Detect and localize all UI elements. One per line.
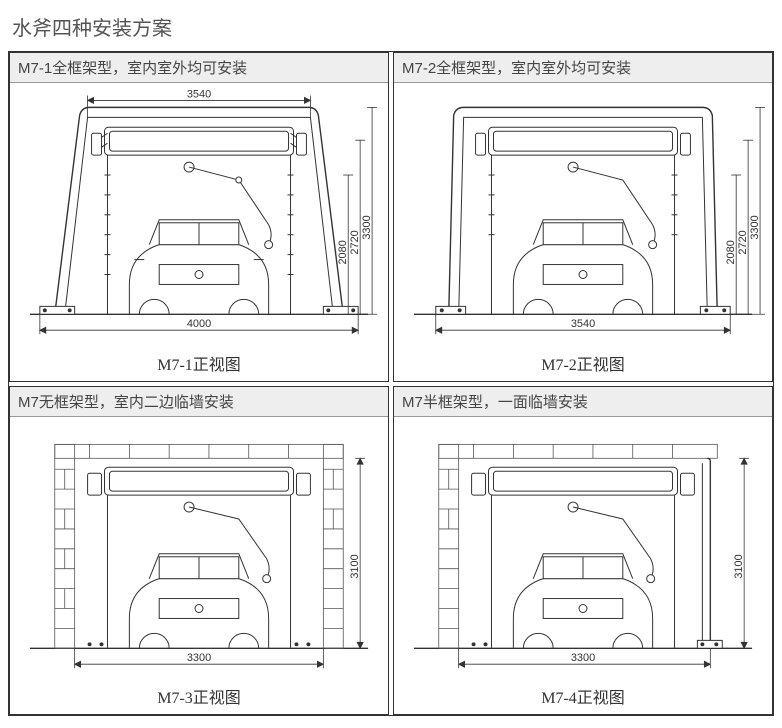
dim-bottom-width: 3300 <box>187 652 211 664</box>
panel-body: 3540 2080 2720 3300 <box>394 83 772 347</box>
dim-h1: 2080 <box>725 240 737 264</box>
panel-caption: M7-4正视图 <box>394 680 772 714</box>
panel-header: M7无框架型，室内二边临墙安装 <box>10 387 388 417</box>
panel-m7-3: M7无框架型，室内二边临墙安装 <box>9 386 389 716</box>
dim-bottom-width: 3540 <box>571 318 595 330</box>
panel-caption: M7-2正视图 <box>394 347 772 381</box>
page-title: 水斧四种安装方案 <box>8 8 774 51</box>
panel-body: 3540 4000 <box>10 83 388 347</box>
dim-h3: 3100 <box>349 554 361 578</box>
panel-m7-2: M7-2全框架型，室内室外均可安装 <box>393 52 773 382</box>
panel-body: 3300 3100 <box>10 417 388 681</box>
diagram-m7-2: 3540 2080 2720 3300 <box>394 83 772 347</box>
dim-h1: 2080 <box>337 240 349 264</box>
panel-header: M7-2全框架型，室内室外均可安装 <box>394 53 772 83</box>
diagram-m7-1: 3540 4000 <box>10 83 388 347</box>
diagram-m7-3: 3300 3100 <box>10 417 388 681</box>
dim-bottom-width: 4000 <box>187 318 211 330</box>
panel-m7-1: M7-1全框架型，室内室外均可安装 <box>9 52 389 382</box>
panel-m7-4: M7半框架型，一面临墙安装 <box>393 386 773 716</box>
panel-header: M7-1全框架型，室内室外均可安装 <box>10 53 388 83</box>
dim-h3: 3300 <box>361 215 373 239</box>
dim-h2: 2720 <box>349 230 361 254</box>
panel-caption: M7-3正视图 <box>10 680 388 714</box>
dim-h2: 2720 <box>737 230 749 254</box>
dim-h3: 3300 <box>749 215 761 239</box>
panel-header: M7半框架型，一面临墙安装 <box>394 387 772 417</box>
diagram-m7-4: 3300 3100 <box>394 417 772 681</box>
dim-h3: 3100 <box>733 554 745 578</box>
panel-grid: M7-1全框架型，室内室外均可安装 <box>8 51 774 716</box>
panel-body: 3300 3100 <box>394 417 772 681</box>
panel-caption: M7-1正视图 <box>10 347 388 381</box>
dim-top-width: 3540 <box>187 88 211 100</box>
dim-bottom-width: 3300 <box>571 652 595 664</box>
